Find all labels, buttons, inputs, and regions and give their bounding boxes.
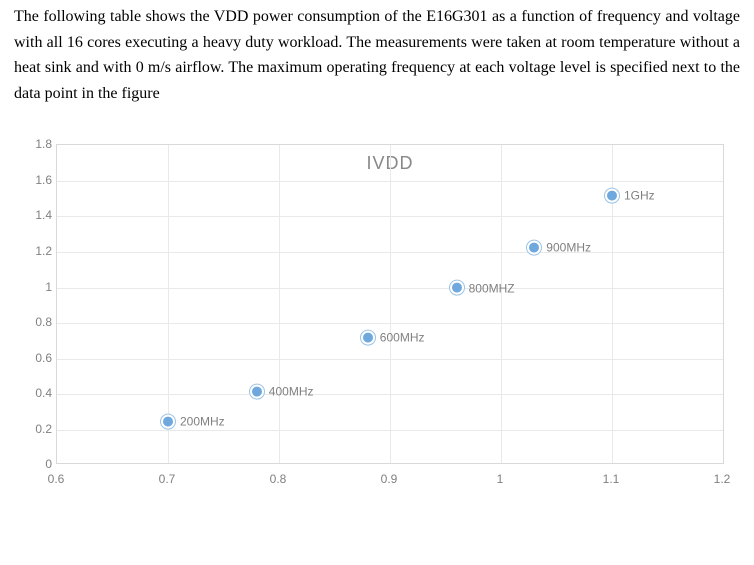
data-point: 400MHz	[250, 383, 314, 398]
data-point-label: 900MHz	[546, 240, 591, 254]
y-tick-label: 0	[45, 457, 52, 471]
x-tick-label: 0.7	[159, 472, 176, 486]
x-tick-label: 0.9	[381, 472, 398, 486]
data-point: 1GHz	[605, 188, 655, 203]
data-point-label: 1GHz	[624, 189, 655, 203]
description-paragraph: The following table shows the VDD power …	[0, 0, 754, 106]
x-tick-label: 1	[497, 472, 504, 486]
data-point-label: 200MHz	[180, 414, 225, 428]
data-point: 200MHz	[161, 414, 225, 429]
data-point-marker	[527, 240, 541, 254]
data-point: 900MHz	[527, 239, 591, 254]
data-point-marker	[605, 189, 619, 203]
y-tick-label: 1.6	[35, 173, 52, 187]
data-point-marker	[161, 414, 175, 428]
x-tick-label: 0.8	[270, 472, 287, 486]
data-point-label: 800MHZ	[469, 281, 515, 295]
y-axis: 00.20.40.60.811.21.41.61.8	[20, 144, 56, 464]
y-tick-label: 1.2	[35, 244, 52, 258]
y-tick-label: 1.4	[35, 208, 52, 222]
x-axis: 0.60.70.80.911.11.2	[56, 472, 724, 490]
gridline-vertical	[279, 145, 280, 463]
data-point-label: 400MHz	[269, 384, 314, 398]
data-point: 800MHZ	[450, 280, 515, 295]
y-tick-label: 0.8	[35, 315, 52, 329]
data-point-marker	[361, 331, 375, 345]
data-point: 600MHz	[361, 330, 425, 345]
ivdd-chart: 00.20.40.60.811.21.41.61.8 IVDD 200MHz40…	[20, 134, 734, 524]
data-point-label: 600MHz	[380, 331, 425, 345]
plot-area: IVDD 200MHz400MHz600MHz800MHZ900MHz1GHz	[56, 144, 724, 464]
gridline-vertical	[501, 145, 502, 463]
x-tick-label: 0.6	[48, 472, 65, 486]
x-tick-label: 1.1	[603, 472, 620, 486]
gridline-vertical	[390, 145, 391, 463]
y-tick-label: 0.4	[35, 386, 52, 400]
x-tick-label: 1.2	[714, 472, 731, 486]
y-tick-label: 0.6	[35, 351, 52, 365]
y-tick-label: 1	[45, 280, 52, 294]
data-point-marker	[450, 281, 464, 295]
data-point-marker	[250, 384, 264, 398]
y-tick-label: 1.8	[35, 137, 52, 151]
y-tick-label: 0.2	[35, 422, 52, 436]
